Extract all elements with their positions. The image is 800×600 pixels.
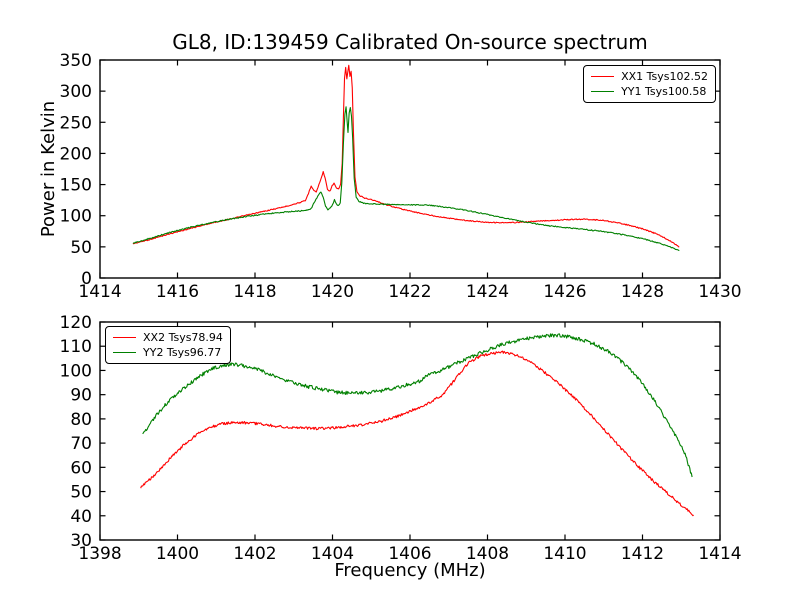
x-tick-label: 1398 [78,544,121,564]
x-tick-label: 1420 [311,282,354,302]
x-tick-label: 1414 [78,282,121,302]
x-tick-label: 1416 [156,282,199,302]
x-tick-label: 1402 [233,544,276,564]
y-tick-label: 30 [70,531,92,551]
y-tick-label: 100 [60,361,92,381]
x-tick-label: 1428 [621,282,664,302]
legend: XX2 Tsys78.94 YY2 Tsys96.77 [105,326,231,364]
y-tick-label: 40 [70,507,92,527]
bottom-axes: 1398 1400 1402 1404 1406 1408 1410 1412 1414 30 40… [60,313,742,564]
legend-label: XX2 Tsys78.94 [143,331,223,344]
x-tick-label: 1412 [621,544,664,564]
x-tick-label: 1406 [388,544,431,564]
y-tick-label: 300 [60,82,92,102]
x-tick-label: 1424 [466,282,509,302]
y-tick-label: 0 [81,269,92,289]
top-axes: 1414 1416 1418 1420 1422 1424 1426 1428 1430 0 50 1… [60,51,742,302]
legend-entry: XX1 Tsys102.52 [591,70,708,83]
y-axis-label: Power in Kelvin [38,100,59,238]
y-tick-label: 150 [60,176,92,196]
y-tick-label: 50 [70,238,92,258]
x-tick-label: 1418 [233,282,276,302]
y-tick-label: 250 [60,113,92,133]
legend-label: XX1 Tsys102.52 [621,70,708,83]
y-tick-label: 90 [70,386,92,406]
legend-entry: YY2 Tsys96.77 [113,346,223,359]
y-tick-label: 60 [70,458,92,478]
y-tick-label: 50 [70,483,92,503]
x-tick-label: 1430 [698,282,741,302]
legend: XX1 Tsys102.52 YY1 Tsys100.58 [583,65,716,103]
plot-canvas: 1398 1400 1402 1404 1406 1408 1410 1412 1414 30 40… [60,313,742,564]
x-tick-label: 1400 [156,544,199,564]
legend-entry: YY1 Tsys100.58 [591,85,708,98]
x-tick-label: 1426 [543,282,586,302]
x-tick-label: 1408 [466,544,509,564]
x-tick-label: 1404 [311,544,354,564]
y-tick-label: 80 [70,410,92,430]
plot-canvas: 1414 1416 1418 1420 1422 1424 1426 1428 1430 0 50 1… [60,51,742,302]
y-tick-label: 350 [60,51,92,71]
series-line-yy1 [132,106,680,252]
series-line-xx2 [140,350,694,517]
y-tick-label: 200 [60,144,92,164]
y-tick-label: 110 [60,337,92,357]
legend-entry: XX2 Tsys78.94 [113,331,223,344]
x-tick-label: 1422 [388,282,431,302]
legend-line-sample-icon [113,352,136,353]
series-line-yy2 [142,333,693,478]
figure-title: GL8, ID:139459 Calibrated On-source spec… [172,30,648,54]
y-tick-label: 70 [70,434,92,454]
legend-line-sample-icon [591,76,615,77]
y-tick-label: 120 [60,313,92,333]
x-tick-label: 1410 [543,544,586,564]
legend-line-sample-icon [591,91,615,92]
legend-label: YY2 Tsys96.77 [143,346,222,359]
x-axis-label: Frequency (MHz) [334,560,486,581]
legend-line-sample-icon [113,337,136,338]
x-tick-label: 1414 [698,544,741,564]
y-tick-label: 100 [60,207,92,227]
legend-label: YY1 Tsys100.58 [621,85,707,98]
